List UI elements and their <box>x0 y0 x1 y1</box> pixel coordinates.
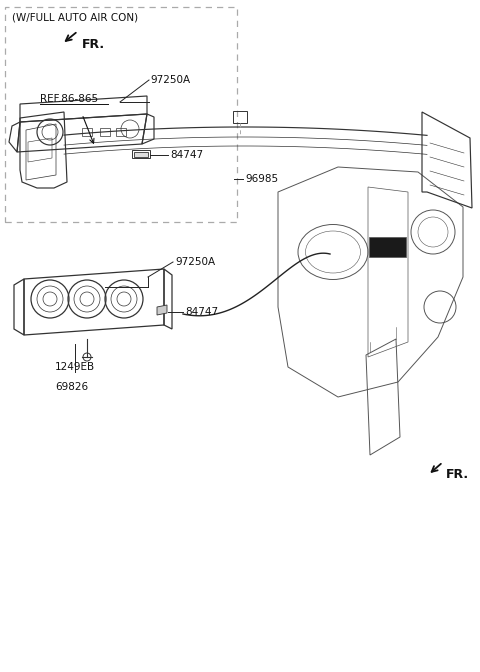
Bar <box>233 111 247 123</box>
Bar <box>132 150 150 158</box>
Text: 96985: 96985 <box>245 174 278 184</box>
Text: FR.: FR. <box>82 38 105 50</box>
Bar <box>116 128 126 136</box>
Text: 84747: 84747 <box>185 307 218 317</box>
Text: REF.86-865: REF.86-865 <box>40 94 98 104</box>
Text: FR.: FR. <box>446 468 469 482</box>
Polygon shape <box>157 305 167 315</box>
Bar <box>82 128 92 136</box>
Bar <box>369 237 406 257</box>
Bar <box>100 128 110 136</box>
Polygon shape <box>134 152 148 157</box>
Text: (W/FULL AUTO AIR CON): (W/FULL AUTO AIR CON) <box>12 12 138 22</box>
Text: 1249EB: 1249EB <box>55 362 95 372</box>
Text: 97250A: 97250A <box>150 75 190 85</box>
Text: 84747: 84747 <box>170 150 203 160</box>
Text: 97250A: 97250A <box>175 257 215 267</box>
Text: 69826: 69826 <box>55 382 88 392</box>
